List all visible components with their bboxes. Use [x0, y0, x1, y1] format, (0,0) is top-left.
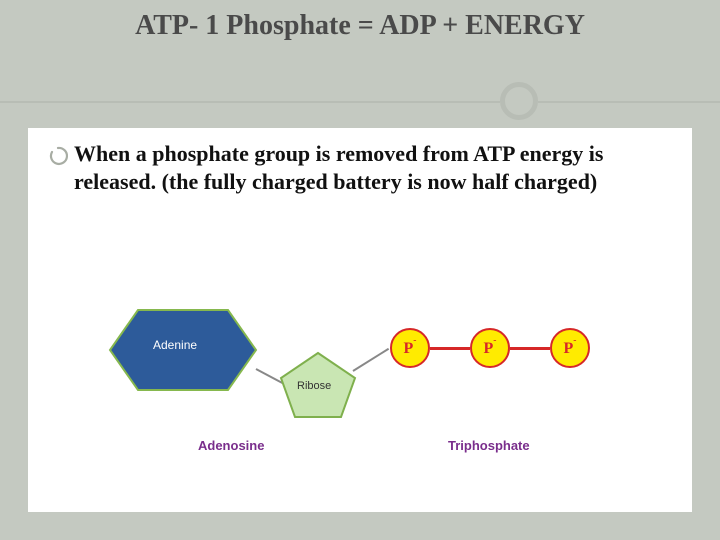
phosphate-3-label: P [564, 340, 574, 357]
bullet-area: When a phosphate group is removed from A… [48, 140, 672, 195]
phosphate-3: P- [550, 328, 590, 368]
divider-line-left [0, 101, 500, 103]
bond-p2-p3 [510, 347, 550, 350]
bullet-item: When a phosphate group is removed from A… [48, 140, 672, 195]
phosphate-2: P- [470, 328, 510, 368]
ribose-label: Ribose [297, 380, 331, 392]
phosphate-1-sup: - [413, 335, 416, 346]
adenosine-caption: Adenosine [198, 438, 264, 453]
bond-p1-p2 [430, 347, 470, 350]
slide-title: ATP- 1 Phosphate = ADP + ENERGY [0, 10, 720, 42]
divider-circle-icon [500, 82, 538, 120]
title-area: ATP- 1 Phosphate = ADP + ENERGY [0, 10, 720, 42]
adenine-label: Adenine [153, 338, 197, 352]
accent-divider [0, 82, 720, 122]
atp-diagram: Adenine Ribose P- P- P- Adenosine Tripho… [78, 270, 642, 490]
bullet-text: When a phosphate group is removed from A… [74, 140, 672, 195]
triphosphate-caption: Triphosphate [448, 438, 530, 453]
phosphate-1-label: P [404, 340, 414, 357]
phosphate-2-label: P [484, 340, 494, 357]
phosphate-3-sup: - [573, 335, 576, 346]
phosphate-1: P- [390, 328, 430, 368]
phosphate-2-sup: - [493, 335, 496, 346]
swirl-bullet-icon [48, 146, 68, 166]
divider-line-right [538, 101, 720, 103]
